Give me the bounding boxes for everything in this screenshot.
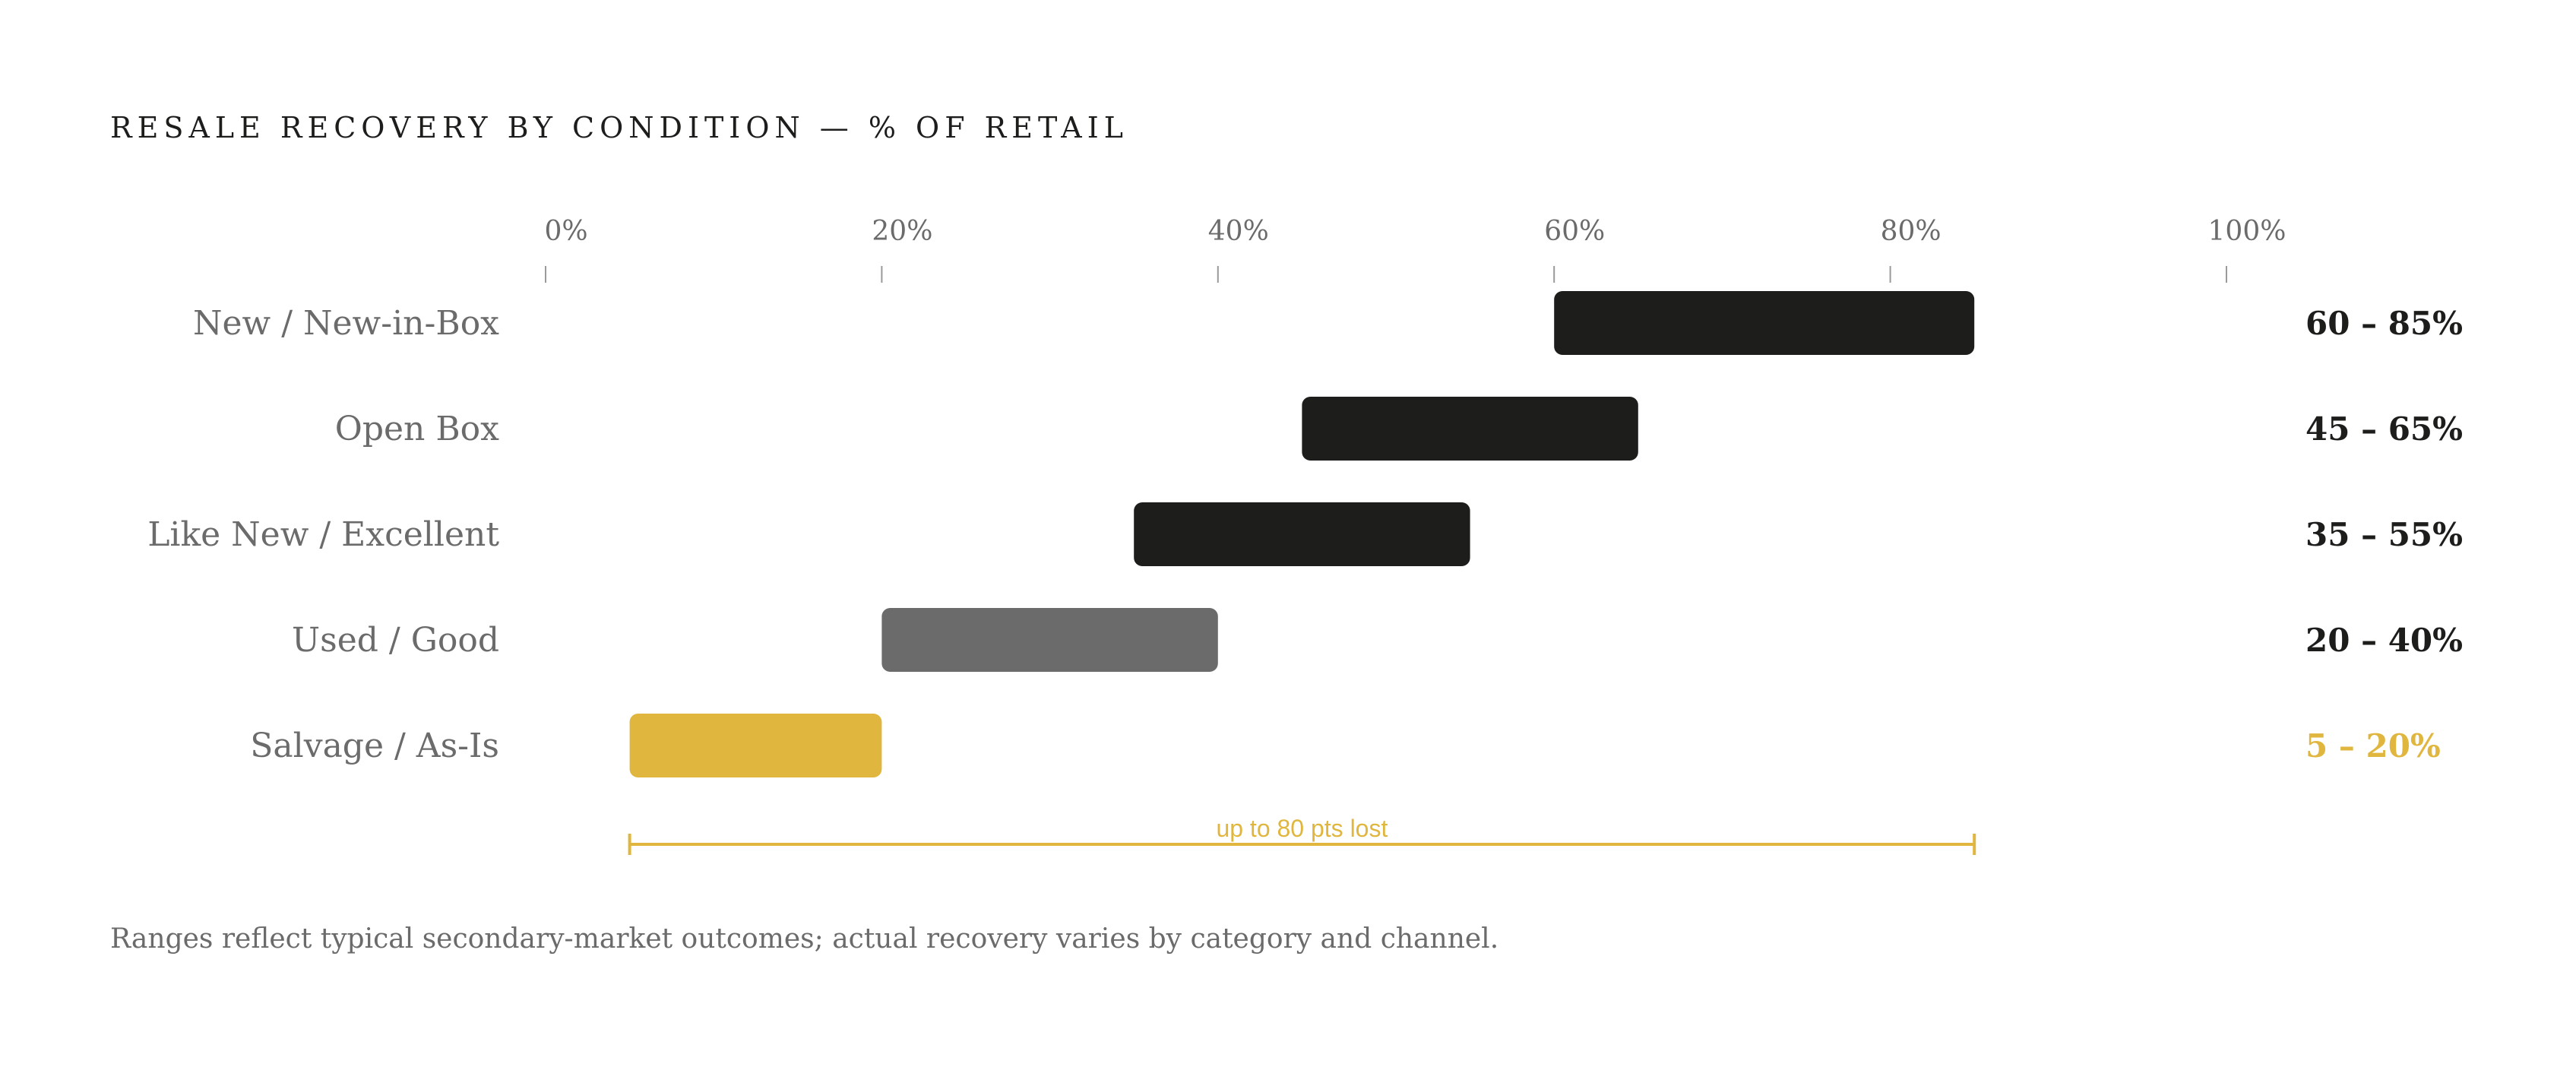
- x-axis: 0% 20% 40% 60% 80% 100%: [544, 216, 2286, 283]
- bar-row: Used / Good 20 – 40%: [292, 608, 2463, 672]
- category-label: New / New-in-Box: [193, 304, 499, 343]
- range-value-label: 20 – 40%: [2305, 622, 2463, 659]
- x-tick-label: 60%: [1544, 216, 1605, 247]
- x-tick-label: 0%: [544, 216, 587, 247]
- range-bar: [1554, 291, 1975, 355]
- x-tick-label: 80%: [1881, 216, 1941, 247]
- bar-row: Like New / Excellent 35 – 55%: [147, 502, 2463, 566]
- category-label: Open Box: [335, 410, 499, 448]
- x-tick-label: 20%: [872, 216, 932, 247]
- bar-row: Open Box 45 – 65%: [335, 397, 2463, 461]
- annotation-label: up to 80 pts lost: [1216, 815, 1388, 842]
- range-bar: [881, 608, 1218, 672]
- category-label: Used / Good: [292, 621, 499, 660]
- range-value-label: 5 – 20%: [2305, 727, 2441, 765]
- range-value-label: 45 – 65%: [2305, 410, 2463, 448]
- loss-annotation: up to 80 pts lost: [628, 815, 1976, 855]
- range-bar: [629, 714, 882, 777]
- range-bar: [1134, 502, 1470, 566]
- bar-row: Salvage / As-Is 5 – 20%: [250, 714, 2441, 777]
- range-bar: [1302, 397, 1638, 461]
- range-value-label: 60 – 85%: [2305, 305, 2463, 342]
- x-tick-label: 100%: [2208, 216, 2286, 247]
- chart-title: RESALE RECOVERY BY CONDITION — % OF RETA…: [110, 111, 1128, 144]
- category-label: Salvage / As-Is: [250, 727, 499, 765]
- x-tick-label: 40%: [1208, 216, 1269, 247]
- bar-row: New / New-in-Box 60 – 85%: [193, 291, 2463, 355]
- range-value-label: 35 – 55%: [2305, 516, 2463, 553]
- bar-rows: New / New-in-Box 60 – 85% Open Box 45 – 65%…: [147, 291, 2463, 777]
- footnote: Ranges reflect typical secondary-market …: [110, 923, 1498, 955]
- category-label: Like New / Excellent: [147, 515, 499, 554]
